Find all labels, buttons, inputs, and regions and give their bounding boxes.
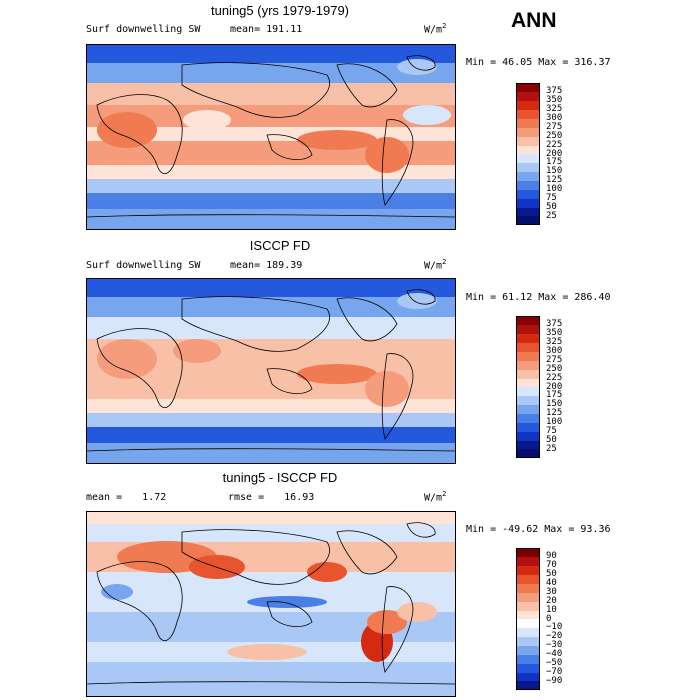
colorbar-tick-label: −70	[546, 667, 563, 677]
mean-label: mean =	[86, 492, 123, 503]
colorbar-tick-label: −40	[546, 649, 563, 659]
colorbar-tick-label: 125	[546, 408, 563, 418]
colorbar-tick-label: 200	[546, 149, 563, 159]
units-label: W/m2	[424, 258, 447, 272]
colorbar-tick-label: 125	[546, 175, 563, 185]
mean-label: mean=	[230, 260, 261, 271]
panel-title: ISCCP FD	[249, 238, 311, 253]
contour-field	[87, 512, 455, 696]
colorbar-tick-label: 20	[546, 596, 557, 606]
colorbar-tick-label: 225	[546, 373, 563, 383]
colorbar-tick-label: −50	[546, 658, 563, 668]
panel-title: tuning5 - ISCCP FD	[222, 470, 338, 485]
colorbar-tick-label: 100	[546, 417, 563, 427]
variable-label: Surf downwelling SW	[86, 260, 201, 271]
contour-field	[87, 279, 455, 463]
mean-value: 189.39	[266, 260, 303, 271]
colorbar-tick-label: 325	[546, 104, 563, 114]
colorbar-tick-label: 325	[546, 337, 563, 347]
colorbar-tick-label: 250	[546, 364, 563, 374]
colorbar-tick-label: 30	[546, 587, 557, 597]
colorbar-tick-label: 350	[546, 95, 563, 105]
colorbar-tick-label: 90	[546, 551, 557, 561]
colorbar-tick-label: −90	[546, 676, 563, 686]
panel-title: tuning5 (yrs 1979-1979)	[210, 3, 350, 18]
colorbar-tick-label: 275	[546, 122, 563, 132]
colorbar-tick-label: 25	[546, 444, 557, 454]
mean-label: mean=	[230, 24, 261, 35]
season-label: ANN	[511, 9, 557, 32]
colorbar-tick-label: 75	[546, 193, 557, 203]
colorbar-tick-label: 150	[546, 399, 563, 409]
colorbar-tick-label: 300	[546, 113, 563, 123]
colorbar-tick-label: 175	[546, 157, 563, 167]
minmax-label: Min = 46.05 Max = 316.37	[466, 57, 611, 68]
colorbar-tick-label: 375	[546, 319, 563, 329]
colorbar: 90 70 50 40 30 20 10 0 −10 −20 −30 −40 −…	[516, 548, 576, 690]
minmax-label: Min = -49.62 Max = 93.36	[466, 524, 611, 535]
mean-value: 191.11	[266, 24, 303, 35]
rmse-label: rmse =	[228, 492, 265, 503]
colorbar-tick-label: 250	[546, 131, 563, 141]
mean-value: 1.72	[142, 492, 167, 503]
contour-field	[87, 45, 455, 229]
minmax-label: Min = 61.12 Max = 286.40	[466, 292, 611, 303]
colorbar-tick-label: −20	[546, 631, 563, 641]
colorbar-tick-label: 275	[546, 355, 563, 365]
colorbar-tick-label: 70	[546, 560, 557, 570]
colorbar-tick-label: 225	[546, 140, 563, 150]
map-plot	[86, 44, 456, 230]
colorbar-tick-label: −30	[546, 640, 563, 650]
colorbar: 375 350 325 300 275 250 225 200 175 150 …	[516, 316, 576, 458]
rmse-value: 16.93	[284, 492, 315, 503]
colorbar-tick-label: 300	[546, 346, 563, 356]
colorbar-tick-label: 50	[546, 202, 557, 212]
colorbar-tick-label: 375	[546, 86, 563, 96]
colorbar-tick-label: 200	[546, 382, 563, 392]
colorbar-tick-label: 10	[546, 605, 557, 615]
colorbar-tick-label: 40	[546, 578, 557, 588]
units-label: W/m2	[424, 490, 447, 504]
colorbar-tick-label: −10	[546, 622, 563, 632]
variable-label: Surf downwelling SW	[86, 24, 201, 35]
colorbar-tick-label: 175	[546, 390, 563, 400]
colorbar-tick-label: 75	[546, 426, 557, 436]
colorbar-tick-label: 50	[546, 569, 557, 579]
colorbar-tick-label: 100	[546, 184, 563, 194]
colorbar-tick-label: 350	[546, 328, 563, 338]
map-plot	[86, 511, 456, 697]
units-label: W/m2	[424, 22, 447, 36]
colorbar-tick-label: 0	[546, 614, 552, 624]
colorbar-tick-label: 50	[546, 435, 557, 445]
colorbar-tick-label: 25	[546, 211, 557, 221]
map-plot	[86, 278, 456, 464]
colorbar: 375 350 325 300 275 250 225 200 175 150 …	[516, 83, 576, 225]
colorbar-tick-label: 150	[546, 166, 563, 176]
